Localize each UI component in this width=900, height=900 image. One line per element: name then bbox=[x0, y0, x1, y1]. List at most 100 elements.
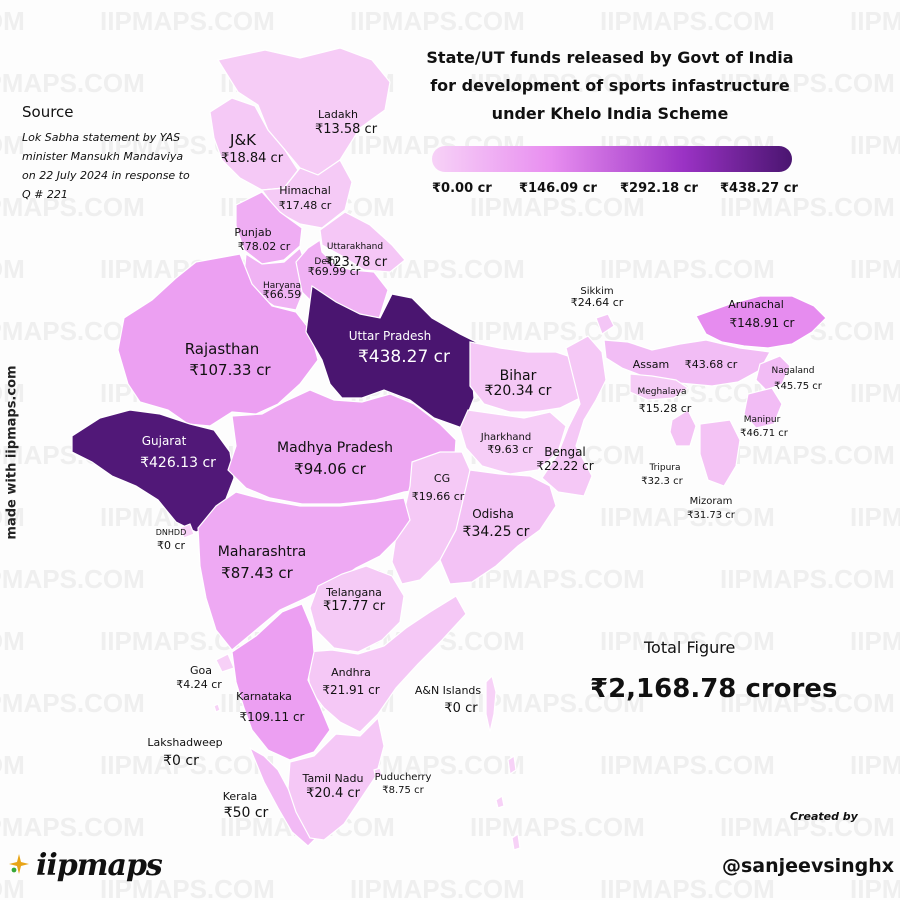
region-amount-jharkhand: ₹9.63 cr bbox=[487, 443, 533, 456]
region-name-meghalaya: Meghalaya bbox=[637, 387, 686, 397]
region-amount-andhra: ₹21.91 cr bbox=[322, 683, 379, 697]
region-amount-dnhdd: ₹0 cr bbox=[157, 539, 186, 552]
watermark-text: IIPMAPS.COM bbox=[600, 6, 775, 36]
watermark-text: IIPMAPS.COM bbox=[0, 6, 25, 36]
watermark-text: IIPMAPS.COM bbox=[0, 750, 25, 780]
region-amount-tn: ₹20.4 cr bbox=[306, 786, 360, 801]
total-figure-value: ₹2,168.78 crores bbox=[590, 674, 838, 704]
watermark-text: IIPMAPS.COM bbox=[100, 6, 275, 36]
watermark-text: IIPMAPS.COM bbox=[470, 688, 645, 718]
watermark-text: IIPMAPS.COM bbox=[0, 130, 25, 160]
region-amount-sikkim: ₹24.64 cr bbox=[571, 296, 624, 309]
map-title-line-1: State/UT funds released by Govt of India bbox=[426, 48, 794, 67]
watermark-text: IIPMAPS.COM bbox=[0, 564, 145, 594]
region-name-uttarakhand: Uttarakhand bbox=[327, 242, 383, 252]
region-amount-an: ₹0 cr bbox=[444, 701, 478, 716]
watermark-text: IIPMAPS.COM bbox=[600, 502, 775, 532]
region-amount-rajasthan: ₹107.33 cr bbox=[189, 361, 271, 379]
region-amount-bengal: ₹22.22 cr bbox=[536, 459, 593, 473]
watermark-text: IIPMAPS.COM bbox=[0, 626, 25, 656]
watermark-text: IIPMAPS.COM bbox=[850, 130, 900, 160]
region-karnataka bbox=[231, 603, 331, 761]
watermark-text: IIPMAPS.COM bbox=[850, 874, 900, 900]
region-name-manipur: Manipur bbox=[744, 415, 781, 425]
region-name-gujarat: Gujarat bbox=[142, 434, 187, 448]
region-nagaland bbox=[755, 355, 791, 391]
region-shapes bbox=[71, 47, 827, 851]
region-labels: Ladakh₹13.58 cr J&K ₹18.84 cr Himachal ₹17.4… bbox=[140, 108, 823, 821]
source-heading: Source bbox=[22, 103, 74, 121]
legend-tick-1: ₹146.09 cr bbox=[519, 181, 597, 196]
region-amount-punjab: ₹78.02 cr bbox=[238, 240, 291, 253]
region-amount-gujarat: ₹426.13 cr bbox=[140, 455, 216, 471]
region-name-jk: J&K bbox=[229, 131, 257, 149]
region-amount-nagaland: ₹45.75 cr bbox=[774, 381, 823, 392]
region-amount-karnataka: ₹109.11 cr bbox=[240, 710, 305, 724]
region-amount-mp: ₹94.06 cr bbox=[294, 460, 367, 478]
author-handle: @sanjeevsinghx bbox=[722, 855, 895, 877]
region-amount-lakshadweep: ₹0 cr bbox=[163, 753, 199, 769]
watermark-text: IIPMAPS.COM bbox=[470, 564, 645, 594]
watermark-text: IIPMAPS.COM bbox=[720, 440, 895, 470]
region-amount-cg: ₹19.66 cr bbox=[412, 490, 465, 503]
region-name-dnhdd: DNHDD bbox=[156, 528, 186, 537]
region-name-sikkim: Sikkim bbox=[580, 286, 613, 297]
watermark-text: IIPMAPS.COM bbox=[720, 192, 895, 222]
region-name-mizoram: Mizoram bbox=[690, 496, 733, 507]
region-amount-telangana: ₹17.77 cr bbox=[323, 599, 386, 614]
watermark-text: IIPMAPS.COM bbox=[100, 750, 275, 780]
sparkle-icon bbox=[9, 854, 29, 874]
region-amount-maharashtra: ₹87.43 cr bbox=[221, 564, 294, 582]
watermark-text: IIPMAPS.COM bbox=[850, 254, 900, 284]
region-name-arunachal: Arunachal bbox=[728, 298, 784, 311]
region-uttarakhand bbox=[319, 211, 406, 273]
region-ladakh bbox=[217, 47, 391, 176]
region-name-odisha: Odisha bbox=[472, 507, 514, 521]
region-amount-tripura: ₹32.3 cr bbox=[641, 476, 683, 487]
region-lakshadweep bbox=[213, 703, 221, 713]
region-name-telangana: Telangana bbox=[325, 586, 382, 599]
map-title-line-2: for development of sports infastructure bbox=[430, 76, 790, 95]
region-amount-goa: ₹4.24 cr bbox=[176, 678, 222, 691]
region-name-an: A&N Islands bbox=[415, 684, 482, 697]
region-name-haryana: Haryana bbox=[263, 281, 301, 291]
region-mizoram bbox=[699, 419, 741, 487]
region-amount-kerala: ₹50 cr bbox=[224, 805, 269, 821]
region-amount-bihar: ₹20.34 cr bbox=[485, 383, 552, 399]
watermark-text: IIPMAPS.COM bbox=[0, 254, 25, 284]
region-goa bbox=[215, 653, 235, 673]
map-title-line-3: under Khelo India Scheme bbox=[491, 104, 729, 123]
watermark-text: IIPMAPS.COM bbox=[720, 812, 895, 842]
region-amount-puducherry: ₹8.75 cr bbox=[382, 785, 424, 796]
region-amount-odisha: ₹34.25 cr bbox=[463, 524, 530, 540]
region-sikkim bbox=[595, 313, 615, 335]
region-dnhdd bbox=[179, 523, 195, 539]
region-meghalaya bbox=[629, 373, 690, 401]
region-amount-haryana: ₹66.59 bbox=[263, 288, 302, 301]
region-name-tn: Tamil Nadu bbox=[302, 772, 364, 785]
watermark-text: IIPMAPS.COM bbox=[0, 378, 25, 408]
region-amount-uttarakhand: ₹23.78 cr bbox=[325, 255, 388, 270]
watermark-text: IIPMAPS.COM bbox=[850, 378, 900, 408]
watermark-text: IIPMAPS.COM bbox=[600, 750, 775, 780]
region-tripura bbox=[669, 409, 697, 447]
region-name-bengal: Bengal bbox=[544, 445, 586, 459]
region-name-up: Uttar Pradesh bbox=[349, 329, 431, 343]
region-maharashtra bbox=[197, 491, 411, 651]
watermark-text: IIPMAPS.COM bbox=[720, 688, 895, 718]
region-amount-up: ₹438.27 cr bbox=[358, 347, 450, 367]
region-name-bihar: Bihar bbox=[500, 368, 537, 384]
region-name-ladakh: Ladakh bbox=[318, 108, 358, 121]
region-himachal bbox=[260, 159, 353, 229]
source-text: Lok Sabha statement by YAS minister Mans… bbox=[22, 131, 190, 201]
region-name-puducherry: Puducherry bbox=[375, 772, 432, 783]
watermark-text: IIPMAPS.COM bbox=[0, 812, 145, 842]
watermark-text: IIPMAPS.COM bbox=[0, 192, 145, 222]
legend-tick-min: ₹0.00 cr bbox=[432, 181, 492, 196]
region-telangana bbox=[309, 565, 405, 653]
region-punjab bbox=[235, 191, 303, 265]
region-name-goa: Goa bbox=[190, 664, 212, 677]
watermark-text: IIPMAPS.COM bbox=[850, 6, 900, 36]
watermark-text: IIPMAPS.COM bbox=[470, 192, 645, 222]
